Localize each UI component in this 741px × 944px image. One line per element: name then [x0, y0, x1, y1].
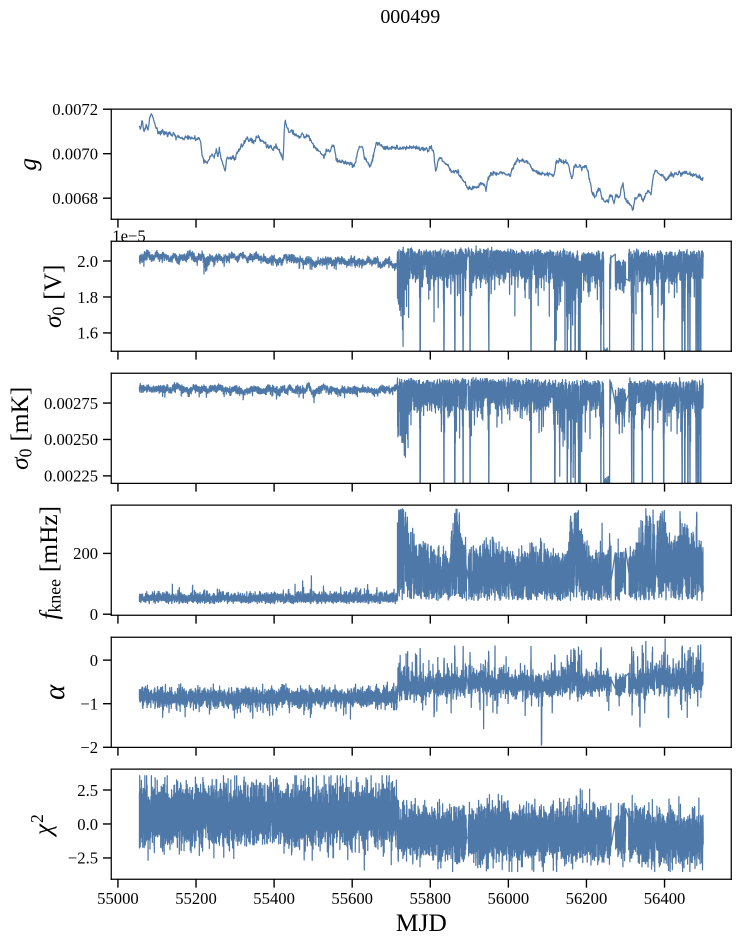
svg-text:0.0: 0.0 [77, 815, 98, 834]
svg-text:σ 0 [: σ 0 [ m K ] [6, 387, 36, 470]
svg-text:1.8: 1.8 [77, 288, 98, 307]
svg-text:0.00250: 0.00250 [44, 430, 98, 449]
svg-text:56400: 56400 [644, 889, 686, 908]
svg-text:1e−5: 1e−5 [112, 226, 145, 245]
svg-text:−1: −1 [80, 694, 98, 713]
svg-text:000499: 000499 [380, 6, 440, 28]
svg-text:55000: 55000 [97, 889, 139, 908]
svg-text:0.0068: 0.0068 [52, 189, 98, 208]
svg-text:0: 0 [90, 605, 98, 624]
svg-text:56000: 56000 [488, 889, 530, 908]
svg-text:0.0070: 0.0070 [52, 144, 98, 163]
svg-text:−2: −2 [80, 738, 98, 757]
svg-text:200: 200 [73, 544, 98, 563]
svg-text:MJD: MJD [396, 908, 447, 937]
svg-text:1.6: 1.6 [77, 324, 98, 343]
svg-text:α: α [39, 684, 71, 700]
svg-text:2.0: 2.0 [77, 252, 98, 271]
svg-text:55800: 55800 [409, 889, 451, 908]
svg-text:0.0072: 0.0072 [52, 100, 98, 119]
svg-text:χ 2: χ 2 [27, 814, 57, 838]
svg-text:2.5: 2.5 [77, 781, 98, 800]
svg-text:−2.5: −2.5 [68, 849, 98, 868]
svg-text:σ 0 [: σ 0 [ V ] [39, 265, 69, 328]
svg-text:f k n e: f k n e e [ m H z ] [35, 506, 65, 620]
svg-text:55600: 55600 [331, 889, 373, 908]
svg-text:55200: 55200 [175, 889, 217, 908]
svg-text:g: g [14, 158, 42, 171]
svg-text:0.00225: 0.00225 [44, 467, 98, 486]
svg-text:0: 0 [90, 651, 98, 670]
svg-text:0.00275: 0.00275 [44, 394, 98, 413]
svg-text:56200: 56200 [566, 889, 608, 908]
svg-text:55400: 55400 [253, 889, 295, 908]
